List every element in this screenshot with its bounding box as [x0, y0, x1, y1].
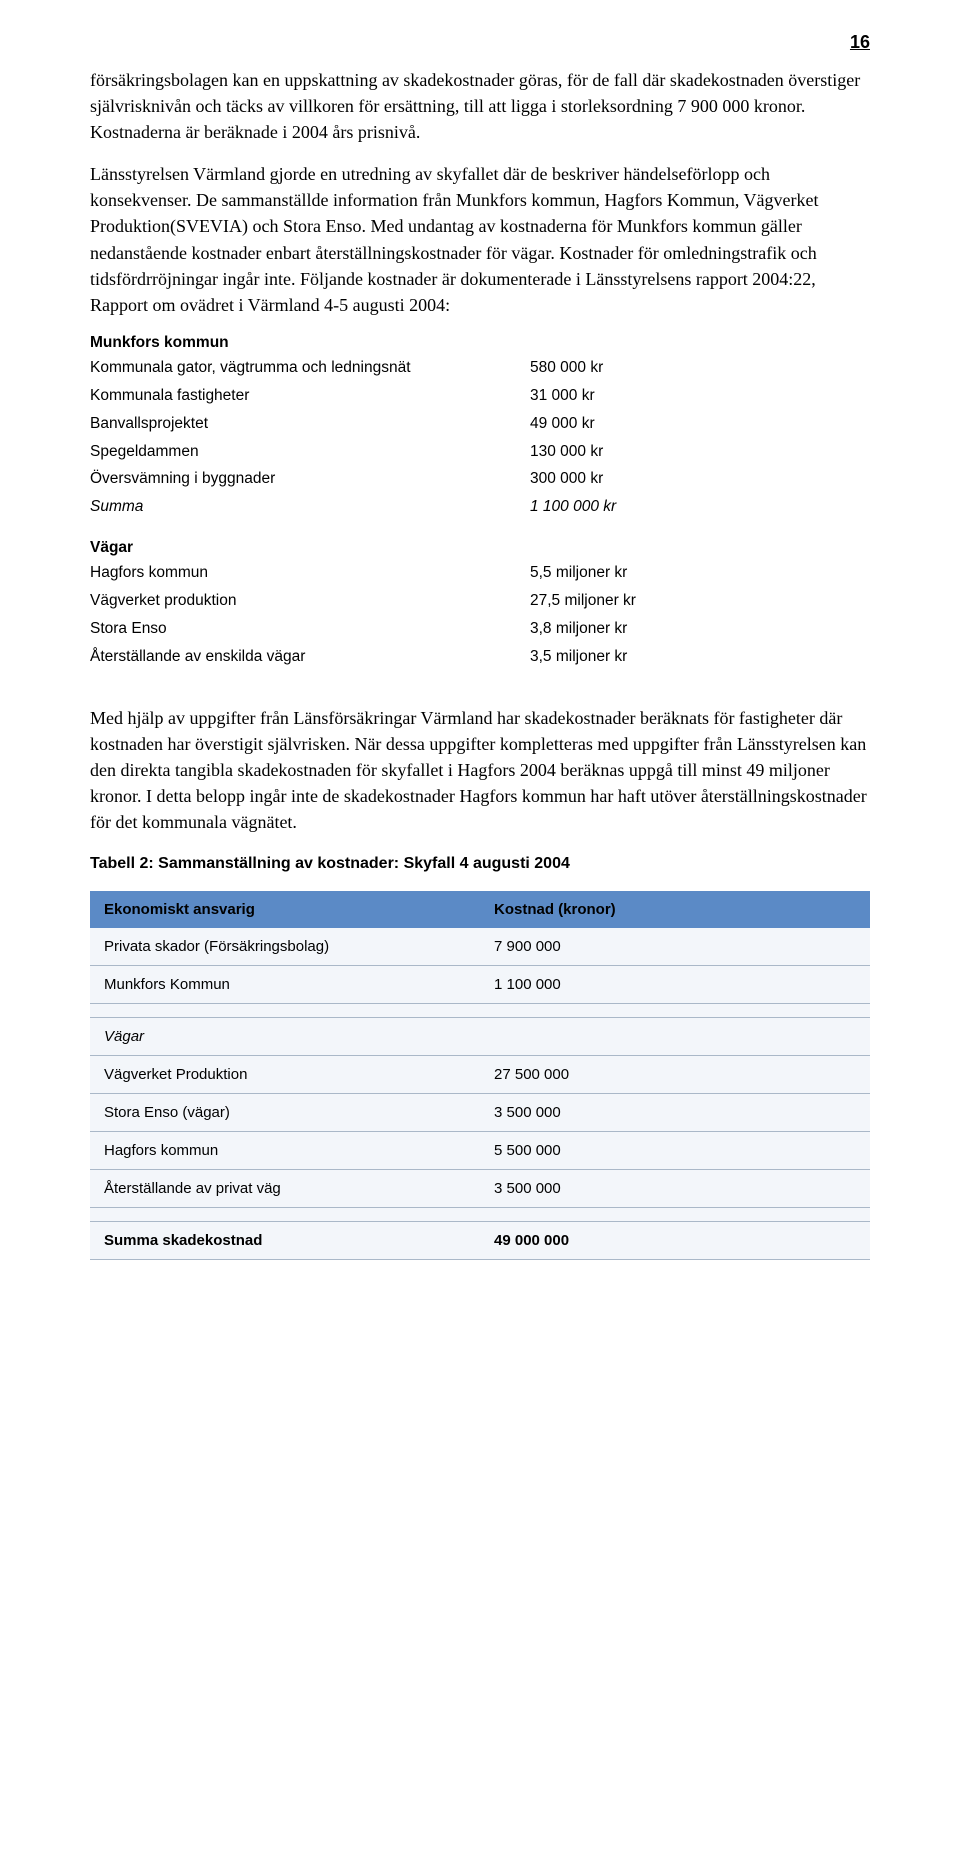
table-header-col2: Kostnad (kronor)	[480, 891, 870, 928]
vagar-list: Hagfors kommun 5,5 miljoner kr Vägverket…	[90, 559, 870, 671]
table-cell: 3 500 000	[480, 1170, 870, 1208]
item-label: Kommunala gator, vägtrumma och ledningsn…	[90, 354, 530, 382]
list-item: Återställande av enskilda vägar 3,5 milj…	[90, 643, 870, 671]
item-label: Återställande av enskilda vägar	[90, 643, 530, 671]
item-label: Översvämning i byggnader	[90, 465, 530, 493]
item-label: Spegeldammen	[90, 438, 530, 466]
table-total-row: Summa skadekostnad 49 000 000	[90, 1222, 870, 1260]
list-item: Spegeldammen 130 000 kr	[90, 438, 870, 466]
table-cell: Stora Enso (vägar)	[90, 1094, 480, 1132]
list-item: Stora Enso 3,8 miljoner kr	[90, 615, 870, 643]
table-spacer	[90, 1004, 870, 1018]
table-header-col1: Ekonomiskt ansvarig	[90, 891, 480, 928]
table-row: Återställande av privat väg 3 500 000	[90, 1170, 870, 1208]
table-cell: 7 900 000	[480, 928, 870, 966]
list-item: Hagfors kommun 5,5 miljoner kr	[90, 559, 870, 587]
table-total-label: Summa skadekostnad	[90, 1222, 480, 1260]
item-value: 580 000 kr	[530, 354, 870, 382]
item-value: 3,8 miljoner kr	[530, 615, 870, 643]
item-value: 300 000 kr	[530, 465, 870, 493]
item-label: Vägverket produktion	[90, 587, 530, 615]
item-value: 27,5 miljoner kr	[530, 587, 870, 615]
item-value: 5,5 miljoner kr	[530, 559, 870, 587]
table-cell: Privata skador (Försäkringsbolag)	[90, 928, 480, 966]
summa-value: 1 100 000 kr	[530, 493, 870, 521]
page-number: 16	[90, 32, 870, 53]
table-row: Hagfors kommun 5 500 000	[90, 1132, 870, 1170]
table-header-row: Ekonomiskt ansvarig Kostnad (kronor)	[90, 891, 870, 928]
cost-table: Ekonomiskt ansvarig Kostnad (kronor) Pri…	[90, 891, 870, 1260]
table-cell: 3 500 000	[480, 1094, 870, 1132]
paragraph-2: Länsstyrelsen Värmland gjorde en utredni…	[90, 161, 870, 318]
table-row: Stora Enso (vägar) 3 500 000	[90, 1094, 870, 1132]
table-cell: 1 100 000	[480, 966, 870, 1004]
munkfors-heading: Munkfors kommun	[90, 334, 870, 352]
list-item: Översvämning i byggnader 300 000 kr	[90, 465, 870, 493]
paragraph-3: Med hjälp av uppgifter från Länsförsäkri…	[90, 705, 870, 835]
item-label: Hagfors kommun	[90, 559, 530, 587]
table-cell: 27 500 000	[480, 1056, 870, 1094]
table-cell: Vägverket Produktion	[90, 1056, 480, 1094]
list-item: Kommunala gator, vägtrumma och ledningsn…	[90, 354, 870, 382]
item-label: Stora Enso	[90, 615, 530, 643]
item-label: Kommunala fastigheter	[90, 382, 530, 410]
item-value: 31 000 kr	[530, 382, 870, 410]
vagar-heading: Vägar	[90, 539, 870, 557]
item-label: Banvallsprojektet	[90, 410, 530, 438]
table-row: Privata skador (Försäkringsbolag) 7 900 …	[90, 928, 870, 966]
table-spacer	[90, 1208, 870, 1222]
table-cell: Munkfors Kommun	[90, 966, 480, 1004]
table-total-value: 49 000 000	[480, 1222, 870, 1260]
list-item: Vägverket produktion 27,5 miljoner kr	[90, 587, 870, 615]
table-cell: Återställande av privat väg	[90, 1170, 480, 1208]
list-item: Banvallsprojektet 49 000 kr	[90, 410, 870, 438]
table-row: Vägverket Produktion 27 500 000	[90, 1056, 870, 1094]
table-section-row: Vägar	[90, 1018, 870, 1056]
table-row: Munkfors Kommun 1 100 000	[90, 966, 870, 1004]
item-value: 49 000 kr	[530, 410, 870, 438]
table-cell: Hagfors kommun	[90, 1132, 480, 1170]
summa-label: Summa	[90, 493, 530, 521]
paragraph-1: försäkringsbolagen kan en uppskattning a…	[90, 67, 870, 145]
table-caption: Tabell 2: Sammanställning av kostnader: …	[90, 855, 870, 873]
munkfors-summa: Summa 1 100 000 kr	[90, 493, 870, 521]
list-item: Kommunala fastigheter 31 000 kr	[90, 382, 870, 410]
table-section-label: Vägar	[90, 1018, 480, 1056]
table-cell: 5 500 000	[480, 1132, 870, 1170]
item-value: 130 000 kr	[530, 438, 870, 466]
table-cell	[480, 1018, 870, 1056]
munkfors-list: Kommunala gator, vägtrumma och ledningsn…	[90, 354, 870, 521]
item-value: 3,5 miljoner kr	[530, 643, 870, 671]
